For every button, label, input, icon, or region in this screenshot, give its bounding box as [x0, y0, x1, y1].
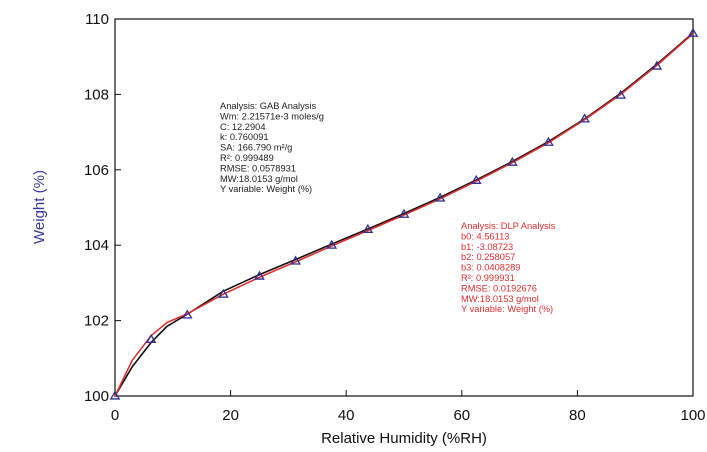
- y-tick-label: 104: [84, 237, 109, 254]
- plot-area: [109, 27, 699, 400]
- annotation-line: Wm: 2.21571e-3 moles/g: [220, 111, 324, 121]
- y-axis-title: Weight (%): [31, 170, 48, 244]
- data-point-triangle: [434, 192, 446, 202]
- x-tick-label: 80: [569, 407, 586, 424]
- x-tick-label: 60: [453, 407, 470, 424]
- x-axis-title: Relative Humidity (%RH): [321, 430, 487, 447]
- data-point-triangle: [109, 390, 121, 400]
- dlp-fit-line: [114, 32, 694, 397]
- data-point-triangle: [651, 60, 663, 70]
- data-point-triangle: [362, 223, 374, 233]
- plot-frame: [114, 18, 694, 397]
- data-point-triangle: [579, 113, 590, 123]
- data-point-triangle: [507, 156, 518, 166]
- x-tick-label: 40: [338, 407, 355, 424]
- annotation-line: MW:18.0153 g/mol: [220, 174, 298, 184]
- data-point-triangle: [687, 27, 699, 37]
- annotation-line: k: 0.760091: [220, 132, 269, 142]
- y-tick-label: 106: [84, 162, 109, 179]
- data-point-triangle: [290, 255, 301, 265]
- data-point-triangle: [470, 174, 482, 184]
- annotation-line: C: 12.2904: [220, 122, 266, 132]
- data-point-triangle: [615, 89, 627, 99]
- annotation-line: MW:18.0153 g/mol: [461, 294, 539, 304]
- annotation-line: Y variable: Weight (%): [461, 304, 553, 314]
- data-point-triangle: [254, 270, 265, 280]
- y-tick-label: 102: [84, 313, 109, 330]
- annotation-line: RMSE: 0.0578931: [220, 163, 296, 173]
- annotation-line: b3: 0.0408289: [461, 263, 520, 273]
- data-point-triangle: [145, 333, 157, 344]
- annotation-line: Y variable: Weight (%): [220, 184, 312, 194]
- x-tick-label: 100: [680, 407, 705, 424]
- x-axis: 0 20 40 60 80 100: [111, 390, 706, 424]
- data-point-triangle: [218, 288, 229, 298]
- data-point-triangle: [326, 239, 338, 249]
- annotation-line: SA: 166.790 m²/g: [220, 143, 292, 153]
- x-tick-label: 0: [111, 407, 119, 424]
- x-tick-label: 20: [222, 407, 239, 424]
- annotation-line: b1: -3.08723: [461, 242, 513, 252]
- annotation-line: b2: 0.258057: [461, 252, 515, 262]
- annotation-line: Analysis: GAB Analysis: [220, 101, 316, 111]
- annotation-line: RMSE: 0.0192676: [461, 283, 537, 293]
- annotation-line: Analysis: DLP Analysis: [461, 221, 556, 231]
- annotation-line: R²: 0.999931: [461, 273, 515, 283]
- data-point-triangle: [398, 208, 410, 218]
- annotation-line: R²: 0.999489: [220, 153, 274, 163]
- annotation-line: b0: 4.56113: [461, 231, 509, 241]
- y-tick-label: 108: [84, 86, 109, 103]
- data-point-triangle: [543, 136, 554, 146]
- y-axis: 100 102 104 106 108 110: [84, 11, 121, 405]
- data-point-triangle: [181, 309, 193, 319]
- y-tick-label: 100: [84, 388, 109, 405]
- y-tick-label: 110: [85, 11, 109, 28]
